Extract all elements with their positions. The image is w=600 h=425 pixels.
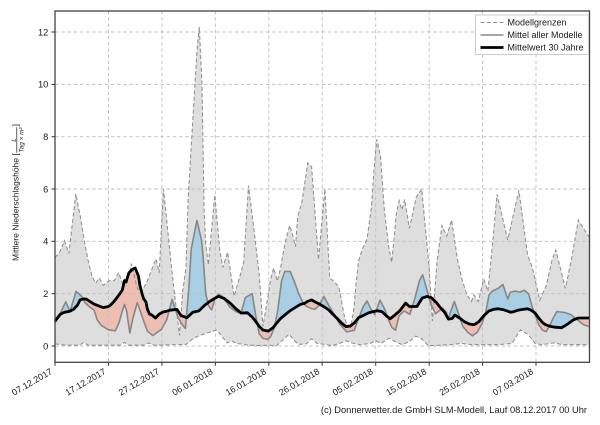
svg-text:Modellgrenzen: Modellgrenzen — [508, 18, 567, 28]
svg-text:10: 10 — [38, 80, 48, 90]
svg-text:4: 4 — [43, 237, 48, 247]
svg-text:L: L — [11, 138, 18, 142]
svg-text:0: 0 — [43, 341, 48, 351]
svg-text:Mittel aller Modelle: Mittel aller Modelle — [508, 30, 583, 40]
svg-text:Tag × m²: Tag × m² — [19, 127, 26, 153]
svg-text:(c) Donnerwetter.de GmbH SLM-M: (c) Donnerwetter.de GmbH SLM-Modell, Lau… — [321, 405, 587, 415]
svg-text:6: 6 — [43, 184, 48, 194]
svg-text:12: 12 — [38, 27, 48, 37]
svg-text:Mittlere Niederschlagshöhe [: Mittlere Niederschlagshöhe [ — [11, 153, 21, 261]
svg-text:8: 8 — [43, 132, 48, 142]
svg-text:]: ] — [11, 124, 21, 126]
svg-text:Mittelwert 30 Jahre: Mittelwert 30 Jahre — [508, 43, 584, 53]
svg-text:2: 2 — [43, 289, 48, 299]
